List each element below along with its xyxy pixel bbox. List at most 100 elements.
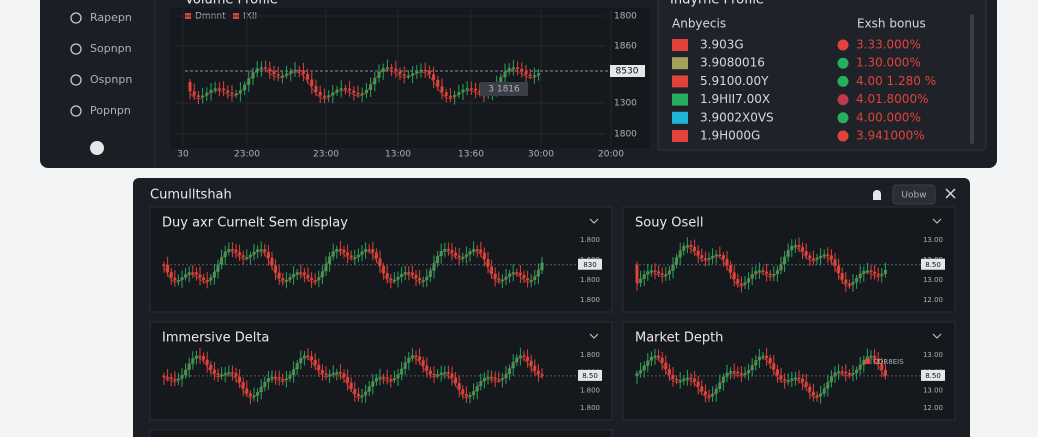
bell-icon[interactable] — [873, 190, 881, 200]
candle-body — [443, 248, 447, 251]
candle-body — [840, 273, 844, 280]
panel-title: Market Depth — [635, 331, 723, 346]
candle-body — [220, 374, 224, 376]
candle-body — [696, 250, 700, 256]
price-tag-label: 8530 — [616, 67, 639, 77]
row-label: 3.903G — [700, 38, 744, 52]
candle-body — [497, 379, 501, 381]
nav-icon[interactable] — [70, 74, 82, 86]
row-dot — [837, 130, 849, 142]
candle-body — [180, 277, 184, 280]
legend-swatch — [865, 359, 870, 364]
candle-body — [335, 89, 339, 93]
chart-area — [170, 8, 650, 148]
avatar-icon[interactable] — [90, 141, 104, 155]
candle-body — [772, 363, 776, 370]
candle-body — [324, 373, 328, 376]
candle-body — [873, 271, 877, 274]
candle-body — [385, 67, 389, 69]
nav-label[interactable]: Sopnpn — [90, 42, 132, 55]
candle-body — [532, 75, 536, 77]
candle-body — [288, 277, 292, 280]
candle-body — [418, 356, 422, 361]
candle-body — [324, 263, 328, 272]
candle-body — [234, 249, 238, 253]
candle-body — [779, 264, 783, 271]
candle-body — [205, 280, 209, 282]
candle-body — [274, 376, 278, 379]
candle-body — [198, 274, 202, 278]
candle-body — [299, 272, 303, 274]
candle-body — [504, 276, 508, 280]
candle-body — [217, 88, 221, 90]
nav-icon[interactable] — [70, 105, 82, 117]
candle-body — [653, 355, 657, 358]
candle-body — [390, 67, 394, 69]
y-tick-label: 1.800 — [580, 296, 600, 304]
row-label: 3.9002X0VS — [700, 110, 774, 124]
candle-body — [675, 378, 679, 381]
nav-label[interactable]: Rapepn — [90, 11, 132, 24]
row-swatch — [672, 75, 688, 88]
candle-body — [277, 272, 281, 279]
row-label: 3.9080016 — [700, 56, 765, 70]
candle-body — [775, 369, 779, 376]
candle-body — [833, 259, 837, 266]
row-dot — [837, 39, 849, 51]
candle-body — [461, 89, 465, 93]
candle-body — [826, 254, 830, 256]
close-icon[interactable] — [945, 188, 956, 199]
candle-body — [403, 272, 407, 274]
chevron[interactable] — [589, 333, 599, 339]
column-header: Exsh bonus — [857, 17, 926, 31]
candle-body — [389, 278, 393, 281]
nav-icon[interactable] — [70, 43, 82, 55]
candle-body — [499, 77, 503, 84]
chevron[interactable] — [589, 218, 599, 224]
candle-body — [678, 380, 682, 382]
candle-body — [518, 272, 522, 276]
candle-body — [338, 372, 342, 374]
candle-body — [328, 256, 332, 264]
candle-body — [469, 88, 473, 90]
candle-body — [461, 389, 465, 395]
nav-label[interactable]: Popnpn — [90, 104, 131, 117]
candle-body — [660, 357, 664, 363]
candle-body — [187, 363, 191, 370]
candle-body — [212, 271, 216, 278]
candle-body — [414, 355, 418, 358]
button-label[interactable]: Uobw — [901, 191, 926, 201]
candle-body — [801, 247, 805, 252]
candle-body — [259, 67, 263, 69]
candle-body — [322, 95, 326, 98]
price-tag-label: 8.50 — [582, 372, 598, 380]
candle-body — [166, 264, 170, 273]
button[interactable] — [892, 184, 936, 205]
price-tag — [921, 369, 945, 381]
candle-body — [520, 68, 524, 72]
candle-body — [851, 372, 855, 375]
candle-body — [500, 378, 504, 380]
candle-body — [671, 264, 675, 271]
chevron[interactable] — [932, 333, 942, 339]
x-tick-label: 13:00 — [385, 150, 411, 160]
chevron[interactable] — [932, 218, 942, 224]
candle-body — [230, 249, 234, 251]
candle-body — [411, 73, 415, 76]
candle-body — [428, 270, 432, 277]
candle-body — [331, 92, 335, 96]
nav-label[interactable]: Ospnpn — [90, 73, 132, 86]
candle-body — [493, 377, 497, 380]
candle-body — [378, 376, 382, 379]
nav-icon[interactable] — [70, 12, 82, 24]
candle-body — [707, 395, 711, 397]
candle-body — [693, 378, 697, 382]
price-tag — [578, 369, 602, 381]
candle-body — [378, 258, 382, 266]
candle-body — [353, 388, 357, 394]
candle-body — [732, 272, 736, 280]
candle-body — [446, 248, 450, 251]
candle-body — [313, 359, 317, 366]
row-dot — [837, 75, 849, 87]
candle-body — [876, 358, 880, 364]
